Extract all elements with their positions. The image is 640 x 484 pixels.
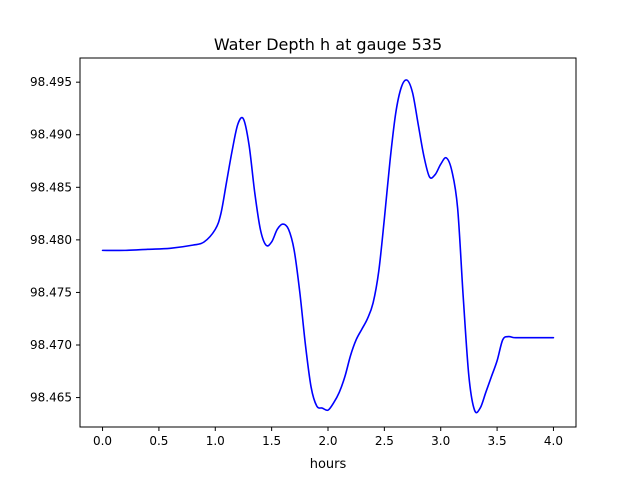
x-tick-label: 0.0 xyxy=(93,434,112,448)
x-tick-label: 4.0 xyxy=(544,434,563,448)
x-tick-label: 2.0 xyxy=(318,434,337,448)
y-tick-label: 98.495 xyxy=(30,75,72,89)
chart-title: Water Depth h at gauge 535 xyxy=(214,35,442,54)
y-tick-label: 98.480 xyxy=(30,233,72,247)
x-tick-label: 1.0 xyxy=(206,434,225,448)
series-line-0 xyxy=(101,79,555,414)
x-tick-label: 1.5 xyxy=(262,434,281,448)
y-tick-label: 98.465 xyxy=(30,391,72,405)
y-tick-label: 98.485 xyxy=(30,180,72,194)
y-tick-label: 98.470 xyxy=(30,338,72,352)
x-tick-label: 2.5 xyxy=(375,434,394,448)
x-tick-label: 3.5 xyxy=(488,434,507,448)
x-tick-label: 3.0 xyxy=(431,434,450,448)
y-tick-label: 98.490 xyxy=(30,128,72,142)
x-axis-label: hours xyxy=(310,457,347,472)
x-tick-label: 0.5 xyxy=(149,434,168,448)
y-tick-label: 98.475 xyxy=(30,285,72,299)
